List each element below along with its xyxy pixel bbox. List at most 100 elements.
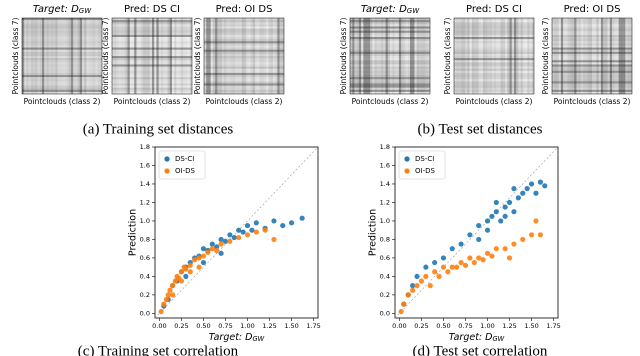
heatmap-band xyxy=(350,83,430,86)
heatmap-band xyxy=(552,51,632,54)
heatmap-band xyxy=(620,18,624,94)
heatmap-band xyxy=(22,58,102,61)
heatmap-band xyxy=(350,79,430,82)
heatmap-band xyxy=(55,18,58,94)
legend-label: DS-CI xyxy=(415,155,434,163)
heatmap-band xyxy=(112,56,192,59)
heatmap-band xyxy=(204,85,284,88)
heatmap-band xyxy=(88,18,91,94)
heatmap-band xyxy=(204,58,284,61)
point xyxy=(537,179,543,185)
heatmap-band xyxy=(273,18,275,94)
heatmap-band xyxy=(112,41,192,44)
heatmap-band xyxy=(476,18,479,94)
point xyxy=(489,213,495,219)
heatmap-band xyxy=(35,18,38,94)
legend-label: OI-DS xyxy=(175,167,195,175)
heatmap-ylabel: Pointclouds (class 7) xyxy=(193,18,202,95)
heatmap-band xyxy=(145,18,148,94)
x-tick-label: 0.50 xyxy=(436,322,450,330)
heatmap-band xyxy=(556,18,559,94)
heatmap-band xyxy=(576,18,579,94)
point xyxy=(178,278,185,284)
heatmap-band xyxy=(350,81,430,84)
heatmap-band xyxy=(612,18,615,94)
heatmap-band xyxy=(552,49,632,52)
heatmap-band xyxy=(383,18,386,94)
heatmap-band xyxy=(552,37,632,40)
heatmap-band xyxy=(44,18,47,94)
heatmap-band xyxy=(603,18,606,94)
heatmap-band xyxy=(467,18,470,94)
heatmap-band xyxy=(552,77,632,80)
heatmap-band xyxy=(82,18,85,94)
heatmap-band xyxy=(350,49,430,52)
heatmap-band xyxy=(350,39,430,42)
heatmap-band xyxy=(22,81,102,84)
heatmap-band xyxy=(46,18,49,94)
point xyxy=(163,296,170,303)
heatmap-band xyxy=(454,18,457,94)
heatmap-band xyxy=(112,81,192,83)
heatmap-band xyxy=(350,68,430,71)
heatmap-band xyxy=(270,18,273,94)
x-tick-label: 0.00 xyxy=(392,322,406,330)
heatmap-band xyxy=(57,18,60,94)
heatmap-band xyxy=(525,18,527,94)
heatmap-band xyxy=(485,18,488,94)
heatmap-band xyxy=(454,89,534,92)
heatmap-band xyxy=(33,18,36,94)
heatmap-band xyxy=(454,64,534,67)
heatmap-band xyxy=(112,18,192,21)
heatmap-xlabel: Pointclouds (class 2) xyxy=(114,97,191,106)
heatmap-band xyxy=(552,92,632,94)
heatmap-band xyxy=(112,28,192,31)
heatmap-band xyxy=(350,89,430,92)
heatmap-band xyxy=(350,18,353,94)
heatmap-band xyxy=(418,18,422,94)
legend-marker xyxy=(404,156,410,162)
heatmap-band xyxy=(281,18,284,94)
heatmap-band xyxy=(350,20,430,23)
heatmap-band xyxy=(185,18,187,94)
point xyxy=(542,183,548,189)
point xyxy=(200,259,207,266)
point xyxy=(458,241,464,247)
caption: (d) Test set correlation xyxy=(413,343,548,356)
point xyxy=(158,308,164,315)
heatmap-band xyxy=(42,18,45,94)
heatmap-band xyxy=(204,39,284,42)
y-tick-label: 0.4 xyxy=(380,272,390,280)
point xyxy=(449,246,455,252)
point xyxy=(209,246,215,252)
heatmap-title: Pred: OI DS xyxy=(564,4,621,15)
heatmap-band xyxy=(454,85,534,88)
heatmap-title: Pred: DS CI xyxy=(124,4,180,15)
heatmap-band xyxy=(350,26,430,29)
heatmap-band xyxy=(454,37,534,40)
point xyxy=(414,283,420,289)
heatmap-band xyxy=(22,60,102,63)
heatmap-band xyxy=(567,18,570,94)
point xyxy=(170,292,176,298)
heatmap-band xyxy=(350,22,430,25)
heatmap-band xyxy=(552,20,632,23)
heatmap-band xyxy=(30,18,34,94)
heatmap-band xyxy=(22,20,102,23)
heatmap-band xyxy=(625,18,628,94)
heatmap-band xyxy=(350,28,430,31)
legend-box xyxy=(158,150,206,180)
heatmap-band xyxy=(204,43,284,46)
heatmap-band xyxy=(261,18,264,94)
point xyxy=(178,269,185,275)
point xyxy=(299,215,305,221)
point xyxy=(511,185,517,192)
point xyxy=(271,236,277,243)
heatmap-band xyxy=(22,32,102,35)
heatmap-band xyxy=(75,18,78,94)
point xyxy=(506,255,513,261)
heatmap-band xyxy=(112,66,192,69)
heatmap-band xyxy=(454,51,534,54)
heatmap-band xyxy=(277,18,280,94)
heatmap-band xyxy=(112,20,192,23)
